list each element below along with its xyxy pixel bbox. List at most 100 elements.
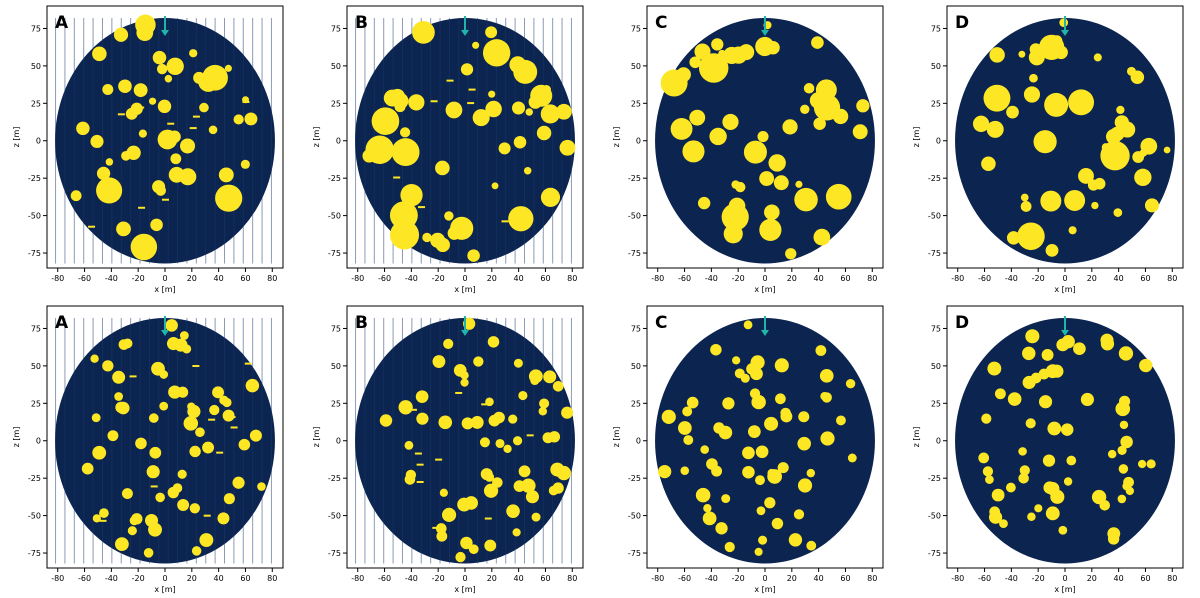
inclusion-blob: [199, 102, 209, 113]
inclusion-blob: [702, 511, 717, 526]
source-arrow-head: [161, 330, 169, 336]
source-arrow-head: [1061, 330, 1069, 336]
band-stripe: [355, 17, 357, 264]
inclusion-blob: [756, 506, 766, 516]
panel-label: C: [655, 313, 667, 333]
inclusion-blob: [525, 490, 539, 504]
inclusion-blob: [732, 356, 741, 365]
inclusion-dash: [138, 206, 146, 209]
inclusion-blob: [191, 546, 202, 556]
inclusion-blob: [543, 370, 557, 384]
inclusion-dash: [455, 391, 463, 394]
inclusion-blob: [1137, 459, 1147, 469]
x-tick-label: 80: [267, 574, 277, 583]
inclusion-blob: [540, 104, 560, 124]
inclusion-blob: [130, 233, 158, 261]
panel-label: D: [955, 13, 969, 33]
inclusion-blob: [156, 63, 168, 75]
inclusion-blob: [1117, 494, 1127, 504]
inclusion-blob: [768, 154, 786, 172]
inclusion-blob: [845, 379, 856, 389]
inclusion-blob: [389, 88, 405, 104]
inclusion-blob: [484, 539, 497, 552]
inclusion-blob: [498, 142, 511, 155]
inclusion-blob: [758, 535, 768, 545]
inclusion-blob: [795, 180, 803, 188]
source-arrow-head: [161, 30, 169, 36]
inclusion-blob: [782, 119, 798, 135]
x-tick-label: 80: [867, 274, 877, 283]
inclusion-blob: [76, 121, 90, 136]
inclusion-blob: [485, 100, 502, 118]
x-tick-label: 60: [840, 274, 850, 283]
band-stripe: [270, 317, 272, 564]
y-axis-label: z [m]: [12, 127, 21, 148]
inclusion-blob: [133, 83, 148, 98]
inclusion-blob: [177, 499, 190, 512]
x-tick-label: 40: [814, 274, 824, 283]
source-arrow-head: [461, 330, 469, 336]
inclusion-dash: [192, 115, 200, 118]
inclusion-blob: [683, 435, 694, 445]
inclusion-blob: [118, 339, 130, 350]
inclusion-blob: [1091, 201, 1099, 210]
band-stripe: [552, 17, 554, 264]
y-tick-label: -25: [628, 474, 641, 483]
x-tick-label: 0: [162, 274, 167, 283]
y-tick-label: 75: [331, 24, 341, 33]
inclusion-blob: [1025, 329, 1040, 344]
inclusion-blob: [460, 536, 473, 550]
inclusion-blob: [1134, 168, 1152, 187]
x-tick-label: -40: [105, 574, 118, 583]
x-tick-label: 40: [214, 274, 224, 283]
inclusion-blob: [1020, 193, 1029, 202]
inclusion-blob: [157, 99, 172, 114]
x-tick-label: 60: [540, 574, 550, 583]
band-stripe: [233, 317, 235, 564]
inclusion-blob: [1034, 504, 1043, 513]
inclusion-dash: [418, 206, 426, 209]
y-tick-label: -75: [628, 249, 641, 258]
inclusion-blob: [722, 113, 739, 131]
inclusion-blob: [389, 201, 418, 230]
inclusion-blob: [806, 540, 817, 551]
inclusion-blob: [488, 90, 496, 98]
inclusion-blob: [658, 464, 672, 479]
x-tick-label: 60: [540, 274, 550, 283]
inclusion-blob: [149, 446, 162, 459]
inclusion-blob: [803, 83, 815, 94]
y-tick-label: 0: [936, 137, 941, 146]
inclusion-dash: [244, 362, 252, 365]
y-tick-label: 0: [636, 137, 641, 146]
inclusion-blob: [1066, 455, 1077, 466]
inclusion-blob: [1025, 418, 1036, 429]
inclusion-blob: [764, 204, 780, 221]
y-tick-label: -50: [628, 212, 641, 221]
band-stripe: [355, 317, 357, 564]
inclusion-blob: [148, 97, 157, 105]
y-tick-label: -50: [28, 212, 41, 221]
inclusion-blob: [722, 397, 735, 410]
inclusion-blob: [81, 462, 94, 475]
y-tick-label: -50: [328, 212, 341, 221]
band-stripe: [130, 17, 132, 264]
inclusion-dash: [395, 217, 403, 220]
band-stripe: [120, 17, 122, 264]
x-tick-label: 80: [567, 574, 577, 583]
inclusion-blob: [430, 232, 446, 248]
inclusion-blob: [743, 140, 767, 164]
x-tick-label: 60: [840, 574, 850, 583]
inclusion-blob: [978, 452, 990, 464]
inclusion-blob: [981, 156, 996, 172]
inclusion-blob: [187, 402, 196, 411]
x-tick-label: 60: [1140, 274, 1150, 283]
inclusion-blob: [159, 401, 169, 411]
inclusion-blob: [436, 530, 448, 542]
x-tick-label: 20: [1087, 574, 1097, 583]
y-tick-label: -50: [328, 512, 341, 521]
x-axis-label: x [m]: [454, 285, 475, 294]
band-stripe: [83, 317, 85, 564]
band-stripe: [373, 317, 375, 564]
inclusion-blob: [1078, 168, 1094, 184]
inclusion-blob: [503, 444, 512, 454]
